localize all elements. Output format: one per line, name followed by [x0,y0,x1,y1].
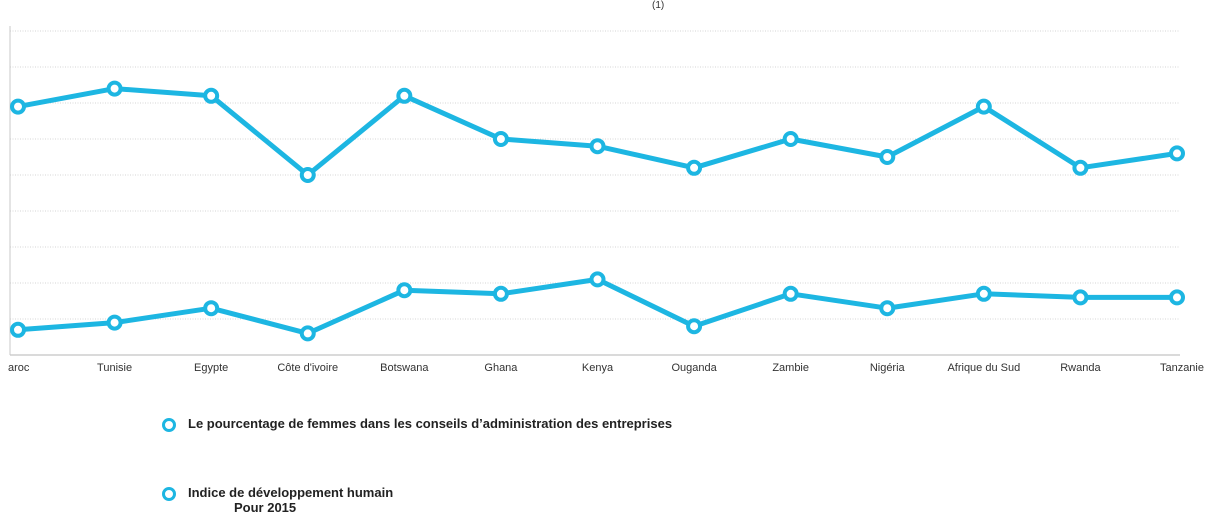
line-chart: aroc Tunisie Egypte Côte d'ivoire Botswana Gh… [8,26,1204,374]
series-line-0 [17,86,1178,178]
grid-lines [9,26,1180,356]
x-tick-label: Tunisie [97,362,132,374]
x-tick-label: Zambie [772,362,809,374]
data-point-0-4 [396,87,413,104]
data-point-0-1 [106,80,123,97]
x-tick-label: Rwanda [1060,362,1101,374]
legend-marker-icon [162,487,176,501]
legend-label-hdi-note: Pour 2015 [234,500,297,515]
legend-marker-icon [162,418,176,432]
data-point-1-10 [975,285,992,302]
data-point-1-6 [589,271,606,288]
data-point-1-5 [492,285,509,302]
legend-item-hdi: Indice de développement humain Pour 2015 [162,485,393,515]
data-point-1-4 [396,282,413,299]
legend-label-women-boards: Le pourcentage de femmes dans les consei… [188,416,673,431]
data-point-1-0 [10,321,26,338]
data-point-1-9 [879,300,896,317]
data-point-0-3 [299,167,316,183]
x-tick-label: Kenya [582,362,614,374]
data-point-0-6 [589,138,606,155]
data-point-1-3 [299,325,316,342]
legend-item-women-boards: Le pourcentage de femmes dans les consei… [162,416,672,432]
series-line-1 [17,276,1177,336]
data-point-0-10 [975,98,992,115]
data-point-1-8 [782,285,799,302]
x-tick-label: Ghana [484,362,518,374]
data-point-0-7 [686,159,703,176]
data-point-1-11 [1072,289,1089,306]
x-tick-labels: aroc Tunisie Egypte Côte d'ivoire Botswana Gh… [8,362,1204,374]
data-point-0-12 [1169,145,1185,162]
x-tick-label: Tanzanie [1160,362,1204,374]
data-point-0-9 [879,149,896,165]
data-point-1-2 [203,300,220,317]
chart-top-mark: (1) [652,0,665,11]
data-point-0-5 [492,131,509,147]
data-point-1-12 [1169,289,1185,306]
data-point-1-1 [106,314,123,331]
x-tick-label: Egypte [194,362,228,374]
series-points [10,80,1185,342]
data-point-1-7 [686,318,703,335]
x-tick-label: aroc [8,362,30,374]
x-tick-label: Botswana [380,362,429,374]
data-point-0-11 [1072,159,1089,176]
data-point-0-0 [10,98,26,115]
data-point-0-8 [782,131,799,147]
x-tick-label: Nigéria [870,362,906,374]
legend-label-hdi: Indice de développement humain [188,485,394,500]
x-tick-label: Côte d'ivoire [277,362,338,374]
x-tick-label: Afrique du Sud [947,362,1020,374]
x-tick-label: Ouganda [671,362,717,374]
data-point-0-2 [203,87,220,104]
